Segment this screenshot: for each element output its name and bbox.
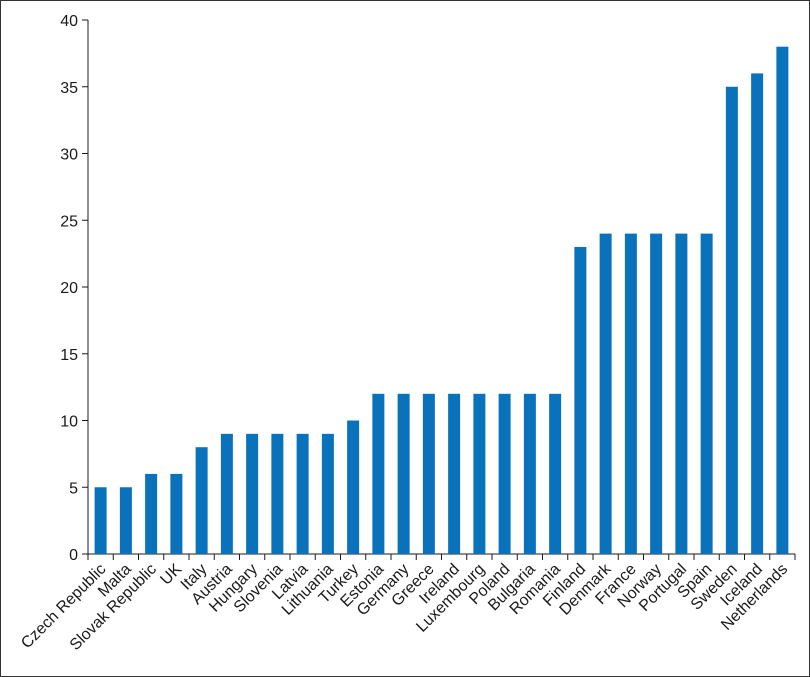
bar (473, 393, 486, 554)
bar (624, 233, 637, 554)
bar (145, 473, 158, 554)
bar (523, 393, 536, 554)
bar (599, 233, 612, 554)
x-tick-label: Czech Republic (18, 561, 109, 652)
bar (776, 46, 789, 554)
bar (94, 487, 107, 554)
bar (119, 487, 132, 554)
y-tick-label: 30 (60, 147, 78, 164)
y-tick-label: 5 (69, 480, 78, 497)
bar (751, 73, 764, 555)
bar (372, 393, 385, 554)
bar (271, 433, 284, 554)
bar (725, 86, 738, 554)
bar (246, 433, 259, 554)
y-tick-label: 25 (60, 213, 78, 230)
y-tick-label: 0 (69, 547, 78, 564)
bar (650, 233, 663, 554)
bars (94, 46, 789, 555)
bar (448, 393, 461, 554)
bar (321, 433, 334, 554)
bar (498, 393, 511, 554)
bar (296, 433, 309, 554)
bar (397, 393, 410, 554)
y-tick-label: 15 (60, 347, 78, 364)
y-axis: 0 5 10 15 20 25 30 35 40 (60, 13, 89, 564)
bar (574, 246, 587, 554)
bar (422, 393, 435, 554)
bar (347, 420, 360, 554)
bar (170, 473, 183, 554)
bar (700, 233, 713, 554)
bar (675, 233, 688, 554)
bar (549, 393, 562, 554)
y-tick-label: 40 (60, 13, 78, 30)
bar (195, 447, 208, 554)
bar (220, 433, 233, 554)
y-tick-label: 20 (60, 280, 78, 297)
y-tick-label: 10 (60, 414, 78, 431)
y-tick-label: 35 (60, 80, 78, 97)
